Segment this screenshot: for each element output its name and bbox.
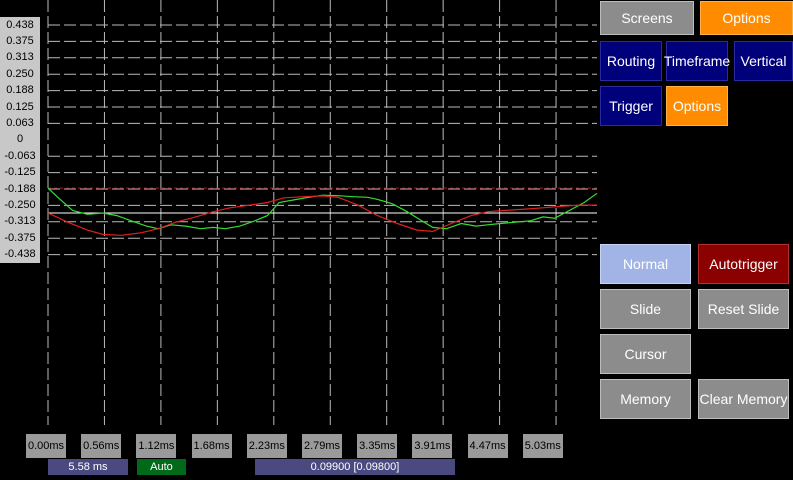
y-tick-label: -0.063 <box>0 147 40 165</box>
y-tick-label: 0.188 <box>0 82 40 100</box>
reset-slide-button[interactable]: Reset Slide <box>698 289 789 329</box>
y-tick-label: 0.125 <box>0 98 40 116</box>
y-tick-label: -0.313 <box>0 213 40 231</box>
y-tick-label: -0.438 <box>0 246 40 264</box>
tab-routing[interactable]: Routing <box>600 41 662 81</box>
tab-timeframe[interactable]: Timeframe <box>664 41 730 81</box>
tab-trigger[interactable]: Trigger <box>600 86 662 126</box>
x-tick-label: 1.68ms <box>191 434 232 458</box>
y-tick-label: 0.063 <box>0 114 40 132</box>
x-tick-label: 2.23ms <box>246 434 287 458</box>
tab-vertical[interactable]: Vertical <box>734 41 793 81</box>
red-trace <box>47 195 597 236</box>
x-tick-label: 5.03ms <box>522 434 563 458</box>
cursor-button[interactable]: Cursor <box>600 334 691 374</box>
x-tick-label: 0.00ms <box>26 434 66 458</box>
slide-button[interactable]: Slide <box>600 289 691 329</box>
memory-button[interactable]: Memory <box>600 379 691 419</box>
autotrigger-button[interactable]: Autotrigger <box>698 244 789 284</box>
tab-options[interactable]: Options <box>666 86 728 126</box>
trigger-value-readout: 0.09900 [0.09800] <box>255 459 455 475</box>
y-tick-label: 0.438 <box>0 16 40 34</box>
y-tick-label: 0 <box>0 131 40 149</box>
y-tick-label: -0.125 <box>0 164 40 182</box>
options-top-button[interactable]: Options <box>700 1 793 35</box>
y-tick-label: 0.250 <box>0 65 40 83</box>
oscilloscope-plot[interactable] <box>0 0 600 430</box>
y-tick-label: 0.375 <box>0 32 40 50</box>
x-tick-label: 3.91ms <box>412 434 453 458</box>
x-tick-label: 2.79ms <box>302 434 342 458</box>
timebase-readout: 5.58 ms <box>48 459 128 475</box>
x-tick-label: 0.56ms <box>81 434 122 458</box>
y-tick-label: -0.188 <box>0 180 40 198</box>
y-tick-label: -0.375 <box>0 229 40 247</box>
screens-button[interactable]: Screens <box>600 1 694 35</box>
trigger-mode-badge: Auto <box>137 459 186 475</box>
normal-button[interactable]: Normal <box>600 244 691 284</box>
x-tick-label: 4.47ms <box>467 434 508 458</box>
green-trace <box>47 187 598 230</box>
clear-memory-button[interactable]: Clear Memory <box>698 379 789 419</box>
y-tick-label: 0.313 <box>0 49 40 67</box>
x-tick-label: 3.35ms <box>357 434 398 458</box>
x-tick-label: 1.12ms <box>136 434 177 458</box>
y-tick-label: -0.250 <box>0 196 40 214</box>
